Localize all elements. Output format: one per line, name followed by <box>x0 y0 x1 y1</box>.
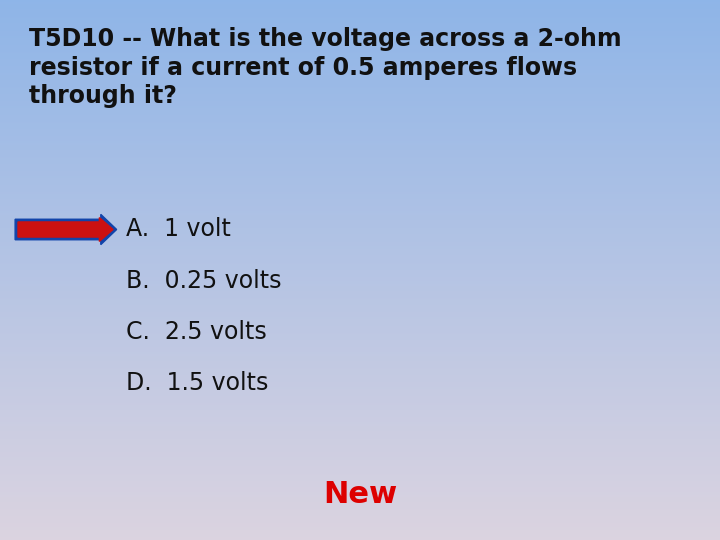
Text: C.  2.5 volts: C. 2.5 volts <box>126 320 266 344</box>
Text: B.  0.25 volts: B. 0.25 volts <box>126 269 282 293</box>
FancyArrow shape <box>18 218 113 241</box>
FancyArrow shape <box>15 214 117 245</box>
Text: T5D10 -- What is the voltage across a 2-ohm
resistor if a current of 0.5 amperes: T5D10 -- What is the voltage across a 2-… <box>29 27 621 109</box>
Text: New: New <box>323 480 397 509</box>
Text: A.  1 volt: A. 1 volt <box>126 218 231 241</box>
Text: D.  1.5 volts: D. 1.5 volts <box>126 372 269 395</box>
